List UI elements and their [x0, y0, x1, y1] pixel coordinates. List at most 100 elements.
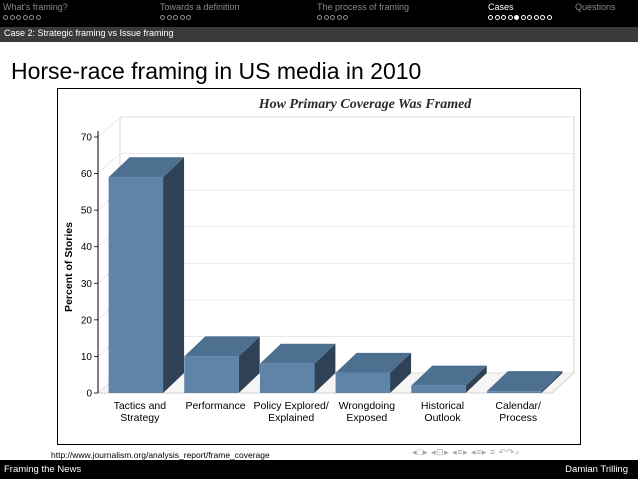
nav-symbol-icon[interactable]: ◂: [431, 447, 437, 457]
bar-top: [184, 336, 260, 357]
footer-bar: Framing the News Damian Trilling: [0, 460, 638, 479]
y-tick-label: 10: [81, 352, 93, 363]
x-category-label: Process: [499, 412, 537, 424]
nav-symbol-icon[interactable]: ≡: [489, 447, 496, 457]
nav-symbol-icon[interactable]: ▸: [481, 447, 487, 457]
frame-dot[interactable]: [3, 15, 8, 20]
frame-dot[interactable]: [166, 15, 172, 20]
footer-title: Framing the News: [4, 464, 82, 475]
nav-symbol-icon[interactable]: ◂: [412, 447, 418, 457]
bar-top: [259, 343, 336, 364]
frame-dot[interactable]: [501, 15, 506, 20]
frame-dot[interactable]: [9, 15, 15, 20]
bar-side: [390, 352, 412, 393]
nav-symbol-icon[interactable]: ↷: [506, 447, 515, 457]
nav-section-1[interactable]: What's framing?: [3, 2, 68, 20]
frame-dot[interactable]: [186, 15, 191, 20]
nav-symbol-icon[interactable]: ◂: [452, 447, 458, 457]
gridline-diagonal: [97, 116, 121, 138]
nav-section-4[interactable]: Cases: [488, 2, 552, 20]
nav-section-title[interactable]: Questions: [575, 2, 616, 12]
nav-section-title[interactable]: Towards a definition: [160, 2, 240, 12]
frame-dot[interactable]: [336, 15, 342, 20]
nav-symbol-icon[interactable]: ≡: [457, 447, 463, 457]
bar-chart: 0 10 20 30 40 50 60 70 Percent of Stories How Pri…: [57, 88, 581, 445]
nav-symbol-icon[interactable]: ⌕: [514, 447, 521, 457]
frame-title: Horse-race framing in US media in 2010: [11, 58, 422, 84]
bar-side: [238, 336, 260, 393]
x-category-label: Outlook: [424, 412, 461, 424]
nav-frame-dots: [317, 15, 409, 20]
nav-symbol-icon[interactable]: ▸: [444, 447, 450, 457]
bar: [335, 372, 391, 393]
y-tick-label: 0: [86, 389, 92, 400]
nav-symbol-icon[interactable]: ◂: [470, 447, 477, 457]
frame-dot[interactable]: [533, 15, 539, 20]
frame-dot[interactable]: [488, 15, 493, 20]
frame-dot[interactable]: [527, 15, 532, 20]
y-tick-label: 50: [81, 206, 93, 217]
source-link[interactable]: http://www.journalism.org/analysis_repor…: [51, 450, 270, 460]
x-category-label: Tactics and: [114, 400, 167, 412]
nav-frame-dots: [160, 15, 240, 20]
bar: [259, 363, 315, 393]
x-category-label: Wrongdoing: [339, 400, 396, 412]
nav-symbol-icon[interactable]: ▸: [422, 447, 428, 457]
nav-symbol-icon[interactable]: ↶: [498, 447, 507, 457]
current-frame-dot[interactable]: [514, 15, 519, 20]
nav-section-title[interactable]: The process of framing: [317, 2, 410, 12]
nav-symbol-icon[interactable]: ≡: [476, 447, 482, 457]
frame-dot[interactable]: [494, 15, 500, 20]
y-tick-label: 30: [81, 279, 93, 290]
frame-dot[interactable]: [317, 15, 322, 20]
nav-frame-dots: [3, 15, 68, 20]
frame-dot[interactable]: [35, 15, 41, 20]
bar-top: [108, 157, 185, 178]
y-tick-label: 60: [81, 169, 93, 180]
nav-section-3[interactable]: The process of framing: [317, 2, 409, 20]
nav-symbol-icon[interactable]: □: [417, 447, 423, 457]
frame-dot[interactable]: [16, 15, 21, 20]
frame-dot[interactable]: [29, 15, 34, 20]
section-navigation-bar: What's framing? Towards a definition The p…: [0, 0, 638, 27]
x-category-label: Exposed: [346, 412, 387, 424]
x-category-label: Explained: [268, 412, 314, 424]
frame-dot[interactable]: [343, 15, 348, 20]
y-tick-label: 70: [81, 133, 93, 144]
bar-side: [314, 343, 336, 393]
frame-dot[interactable]: [323, 15, 329, 20]
frame-dot[interactable]: [540, 15, 545, 20]
x-category-label: Performance: [185, 400, 245, 412]
nav-section-title[interactable]: Cases: [488, 2, 514, 12]
chart-title: How Primary Coverage Was Framed: [258, 97, 473, 112]
nav-section-title[interactable]: What's framing?: [3, 2, 68, 12]
frame-dot[interactable]: [546, 15, 552, 20]
frame-dot[interactable]: [179, 15, 185, 20]
frame-dot[interactable]: [160, 15, 165, 20]
nav-frame-dots: [488, 15, 552, 20]
frame-dot[interactable]: [520, 15, 526, 20]
y-tick-label: 20: [81, 315, 93, 326]
bar: [411, 385, 466, 393]
bar-side: [163, 157, 185, 393]
bar-top: [486, 371, 563, 392]
frame-dot[interactable]: [330, 15, 335, 20]
frame-dot[interactable]: [507, 15, 513, 20]
nav-symbol-icon[interactable]: ▸: [462, 447, 468, 457]
frame-dot[interactable]: [22, 15, 28, 20]
bar-top: [411, 365, 487, 386]
bar-top: [335, 352, 412, 373]
x-category-label: Policy Explored/: [254, 400, 329, 412]
frame-dot[interactable]: [173, 15, 178, 20]
subsection-title: Case 2: Strategic framing vs Issue frami…: [4, 28, 174, 38]
bar: [184, 356, 239, 393]
bar-side: [541, 371, 563, 393]
subsection-bar: Case 2: Strategic framing vs Issue frami…: [0, 27, 638, 42]
y-tick-label: 40: [81, 242, 93, 253]
x-category-label: Historical: [421, 400, 464, 412]
bar-side: [465, 365, 487, 393]
x-category-label: Strategy: [120, 412, 160, 424]
nav-section-2[interactable]: Towards a definition: [160, 2, 240, 20]
nav-section-5[interactable]: Questions: [575, 2, 616, 13]
nav-symbol-icon[interactable]: ⊡: [436, 447, 445, 457]
